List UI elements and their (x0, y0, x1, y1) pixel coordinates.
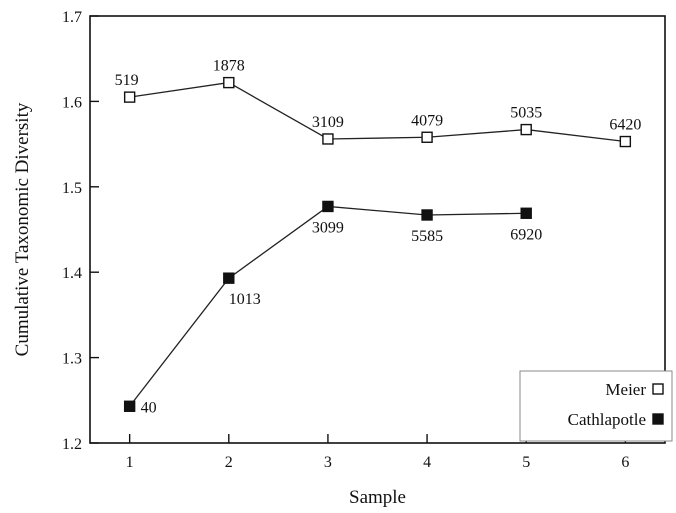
data-label-cathlapotle: 6920 (510, 226, 542, 243)
x-tick-label: 2 (225, 454, 233, 471)
data-point-cathlapotle (520, 207, 532, 219)
legend-marker-cathlapotle (652, 413, 664, 425)
legend-label-cathlapotle: Cathlapotle (568, 410, 646, 429)
plot-frame (89, 15, 666, 444)
legend-box (519, 370, 673, 442)
series-layer: 519 1878 3109 4079 5035 6420 40 1013 3099 5585 692… (115, 58, 642, 417)
data-point-cathlapotle (322, 200, 334, 213)
legend-marker-meier (652, 383, 664, 395)
data-label-meier: 6420 (609, 117, 641, 134)
data-point-cathlapotle (223, 272, 235, 284)
y-tick-label: 1.5 (62, 180, 82, 197)
data-label-cathlapotle: 3099 (312, 219, 344, 236)
y-tick-label: 1.6 (62, 94, 82, 111)
legend-label-meier: Meier (605, 380, 646, 399)
data-point-cathlapotle (421, 209, 433, 221)
x-tick-label: 4 (423, 454, 431, 471)
data-label-cathlapotle: 1013 (229, 291, 261, 308)
plot-axes (89, 15, 666, 444)
data-point-meier (421, 131, 433, 143)
y-tick-label: 1.4 (62, 265, 82, 282)
x-tick-label: 6 (621, 454, 629, 471)
data-label-cathlapotle: 40 (141, 399, 157, 416)
data-label-meier: 3109 (312, 114, 344, 131)
y-axis-title: Cumulative Taxonomic Diversity (12, 102, 33, 356)
data-point-meier (123, 91, 136, 103)
y-tick-label: 1.3 (62, 351, 82, 368)
data-label-meier: 4079 (411, 112, 443, 129)
y-tick-label: 1.2 (62, 436, 82, 453)
series-line-meier (129, 81, 626, 143)
data-point-meier (322, 133, 334, 145)
data-label-cathlapotle: 5585 (411, 228, 443, 245)
x-tick-label: 3 (324, 454, 332, 471)
x-tick-label: 1 (126, 454, 134, 471)
x-tick-label: 5 (522, 454, 530, 471)
data-point-meier (223, 76, 235, 89)
data-label-meier: 1878 (213, 58, 245, 75)
data-label-meier: 5035 (510, 105, 542, 122)
legend: Meier Cathlapotle (519, 370, 673, 442)
x-axis-title: Sample (349, 487, 406, 508)
data-point-meier (619, 135, 632, 148)
y-tick-label: 1.7 (62, 9, 82, 26)
y-axis: 1.2 1.3 1.4 1.5 1.6 1.7 (62, 9, 99, 453)
data-point-cathlapotle (123, 400, 136, 412)
data-point-meier (520, 123, 532, 136)
data-label-meier: 519 (115, 72, 139, 89)
